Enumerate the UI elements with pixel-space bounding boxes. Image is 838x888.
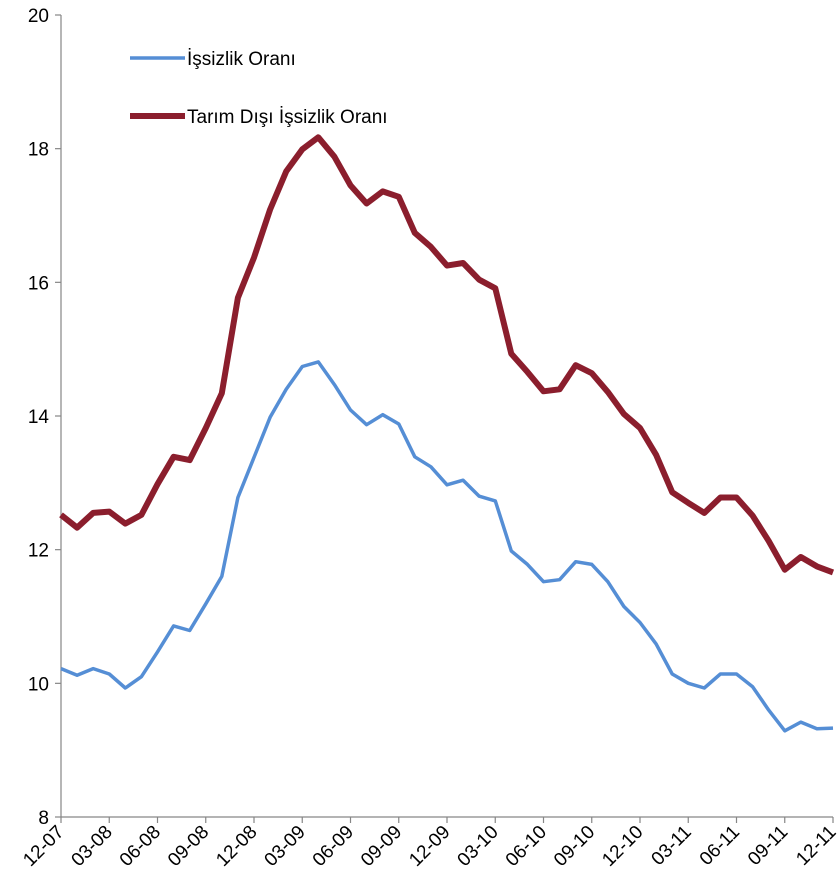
x-tick-label: 12-09 bbox=[405, 822, 454, 871]
x-tick-label: 06-09 bbox=[309, 822, 358, 871]
line-series bbox=[60, 360, 834, 733]
x-tick-label: 06-10 bbox=[502, 822, 551, 871]
x-tick-label: 09-08 bbox=[164, 822, 213, 871]
x-tick-label: 09-10 bbox=[550, 822, 599, 871]
x-tick-label: 12-07 bbox=[19, 822, 68, 871]
x-tick-label: 12-08 bbox=[212, 822, 261, 871]
x-tick-label: 09-09 bbox=[357, 822, 406, 871]
x-tick-label: 03-10 bbox=[454, 822, 503, 871]
y-tick-label: 20 bbox=[28, 6, 49, 27]
x-tick-label: 06-08 bbox=[116, 822, 165, 871]
x-tick-label: 03-08 bbox=[68, 822, 117, 871]
x-tick-label: 06-11 bbox=[696, 822, 744, 870]
x-tick-label: 12-10 bbox=[598, 822, 647, 871]
y-tick-label: 18 bbox=[28, 140, 49, 161]
line-series bbox=[59, 134, 835, 576]
y-tick-label: 8 bbox=[38, 808, 49, 829]
x-tick-label: 03-09 bbox=[261, 822, 310, 871]
y-tick-label: 16 bbox=[28, 273, 49, 294]
x-tick-label: 12-11 bbox=[792, 822, 838, 870]
x-tick-label: 03-11 bbox=[648, 822, 696, 870]
y-tick-label: 10 bbox=[28, 674, 49, 695]
legend-label: Tarım Dışı İşsizlik Oranı bbox=[187, 107, 388, 128]
y-tick-label: 14 bbox=[28, 407, 50, 428]
legend-label: İşsizlik Oranı bbox=[187, 49, 296, 70]
y-tick-label: 12 bbox=[28, 541, 49, 562]
x-tick-label: 09-11 bbox=[744, 822, 792, 870]
